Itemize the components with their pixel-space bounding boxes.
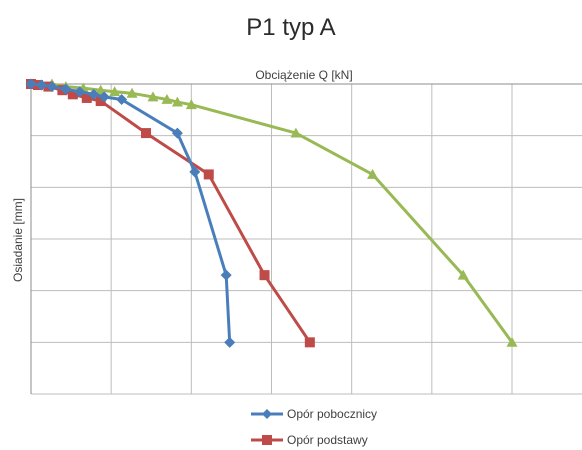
grid-layer xyxy=(30,83,582,395)
data-point-triangle xyxy=(161,94,173,104)
data-point-triangle xyxy=(457,269,469,280)
data-point-triangle xyxy=(506,336,518,347)
data-point-diamond xyxy=(171,127,183,139)
chart-title: P1 typ A xyxy=(246,14,336,41)
data-point-diamond xyxy=(224,336,236,348)
data-point-triangle xyxy=(185,99,197,110)
data-point-triangle xyxy=(367,168,379,179)
data-point-diamond xyxy=(98,91,110,103)
data-point-diamond xyxy=(262,409,272,419)
data-point-square xyxy=(203,169,214,180)
data-point-triangle xyxy=(171,96,183,107)
data-point-diamond xyxy=(74,86,86,98)
data-point-square xyxy=(95,96,106,107)
data-point-diamond xyxy=(116,94,128,105)
data-point-triangle xyxy=(126,87,138,98)
data-point-square xyxy=(262,435,272,445)
data-point-triangle xyxy=(290,127,302,138)
legend-label: Opór pobocznicy xyxy=(287,407,377,421)
data-point-diamond xyxy=(88,88,100,100)
data-point-square xyxy=(259,270,270,281)
data-point-diamond xyxy=(46,81,58,93)
series-opór-pobocznicy xyxy=(25,78,236,348)
y-axis-label: Osiadanie [mm] xyxy=(11,198,25,282)
data-point-square xyxy=(81,92,92,103)
series-unnamed xyxy=(46,78,518,347)
data-point-diamond xyxy=(25,78,37,90)
series-layer xyxy=(25,78,518,348)
data-point-diamond xyxy=(220,269,232,281)
legend-item: Opór pobocznicy xyxy=(251,407,377,421)
legend-label: Opór podstawy xyxy=(287,433,368,447)
data-point-diamond xyxy=(35,79,47,91)
data-point-square xyxy=(67,89,78,100)
x-axis-label: Obciążenie Q [kN] xyxy=(255,68,352,82)
data-point-triangle xyxy=(147,91,159,102)
data-point-triangle xyxy=(95,84,107,95)
data-point-triangle xyxy=(109,86,121,97)
data-point-square xyxy=(304,337,315,348)
data-point-diamond xyxy=(60,83,72,95)
legend: Opór pobocznicy Opór podstawy xyxy=(251,407,377,447)
series-line xyxy=(29,82,312,344)
legend-item: Opór podstawy xyxy=(251,433,368,447)
data-point-diamond xyxy=(189,166,201,178)
data-point-square xyxy=(141,128,152,139)
